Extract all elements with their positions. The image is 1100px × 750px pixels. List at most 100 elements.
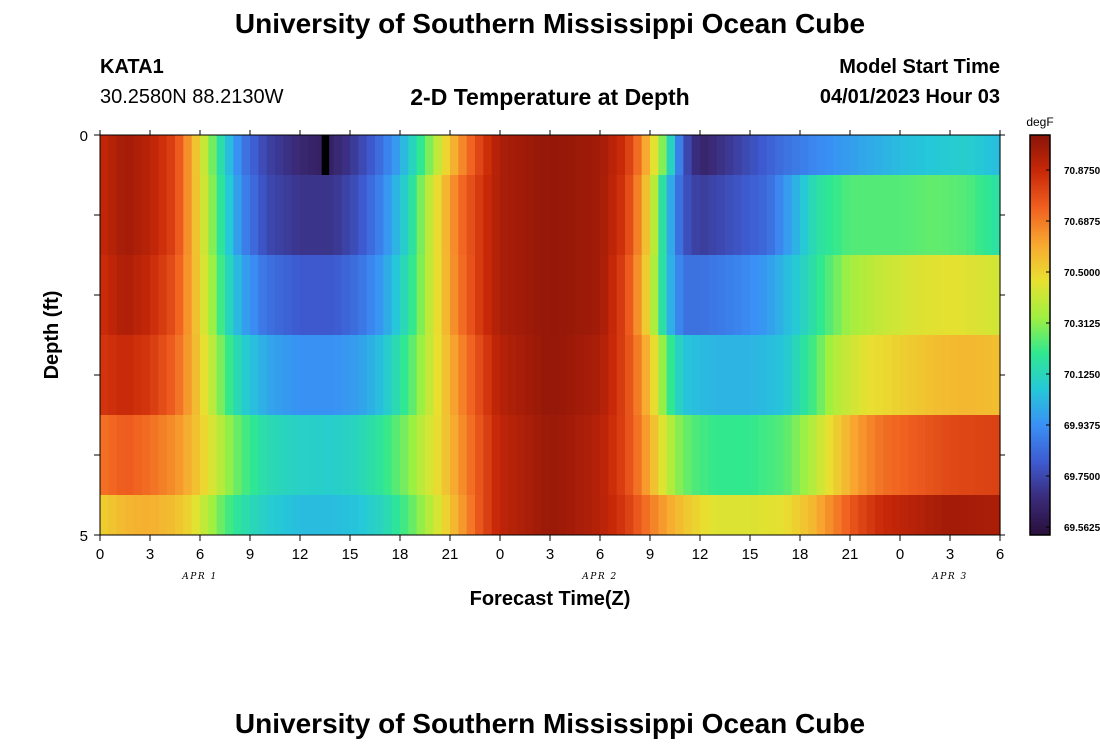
heatmap-cell [966,335,976,415]
heatmap-cell [583,175,593,255]
heatmap-cell [600,335,609,415]
heatmap-cell [783,495,793,535]
heatmap-cell [358,495,368,535]
heatmap-cell [966,495,976,535]
heatmap-cell [566,255,576,335]
footer-title: University of Southern Mississippi Ocean… [234,708,866,739]
heatmap-cell [266,255,276,335]
heatmap-cell [300,175,309,255]
heatmap-cell [366,495,376,535]
x-axis-label: Forecast Time(Z) [470,588,631,610]
heatmap-cell [625,135,634,175]
heatmap-cell [575,335,584,415]
heatmap-cell [741,175,751,255]
heatmap-cell [350,415,359,495]
x-tick-label: 18 [792,546,809,563]
heatmap-cell [650,495,659,535]
heatmap-cell [458,175,468,255]
heatmap-cell [850,335,859,415]
heatmap-cell [308,255,318,335]
x-tick-label: 3 [146,546,154,563]
heatmap-cell [900,175,909,255]
heatmap-cell [225,335,234,415]
heatmap-cell [150,415,159,495]
heatmap-cell [283,255,293,335]
heatmap-cell [775,135,784,175]
heatmap-cell [600,495,609,535]
x-tick-label: 21 [842,546,859,563]
heatmap-cell [316,495,326,535]
heatmap-cell [133,175,143,255]
heatmap-cell [750,335,759,415]
heatmap-cell [608,135,618,175]
heatmap-cell [883,255,893,335]
heatmap-cell [425,255,434,335]
heatmap-cell [341,415,351,495]
heatmap-cell [325,135,334,175]
heatmap-cell [308,175,318,255]
heatmap-cell [550,335,559,415]
heatmap-cell [441,335,451,415]
heatmap-cell [783,175,793,255]
heatmap-cell [791,495,801,535]
heatmap-cell [783,335,793,415]
heatmap-cell [233,495,243,535]
heatmap-cell [866,175,876,255]
heatmap-cell [591,175,601,255]
heatmap-cell [650,255,659,335]
heatmap-cell [516,495,526,535]
heatmap-cell [908,175,918,255]
heatmap-cell [383,495,393,535]
heatmap-cell [116,415,126,495]
heatmap-cell [983,175,993,255]
heatmap-cell [783,135,793,175]
heatmap-cell [658,255,668,335]
heatmap-cell [491,415,501,495]
heatmap-cell [558,335,568,415]
heatmap-cell [916,415,926,495]
heatmap-cell [541,135,551,175]
heatmap-cell [975,495,984,535]
heatmap-cell [791,415,801,495]
x-tick-label: 3 [946,546,954,563]
heatmap-cell [916,255,926,335]
x-tick-label: 6 [196,546,204,563]
heatmap-cell [825,255,834,335]
heatmap-cell [125,175,134,255]
heatmap-cell [533,175,543,255]
heatmap-cell [916,175,926,255]
heatmap-cell [116,175,126,255]
heatmap-cell [533,415,543,495]
heatmap-cell [116,135,126,175]
heatmap-cell [841,135,851,175]
heatmap-cell [175,135,184,175]
heatmap-cell [300,415,309,495]
heatmap-cell [241,255,251,335]
heatmap-cell [166,175,176,255]
heatmap-cell [400,335,409,415]
heatmap-cell [991,415,1001,495]
heatmap-cell [866,135,876,175]
heatmap-cell [891,415,901,495]
heatmap-cell [666,415,676,495]
colorbar-label: 70.1250 [1064,370,1100,381]
heatmap-cell [491,335,501,415]
heatmap-cell [333,255,343,335]
heatmap-cell [375,495,384,535]
heatmap-cell [325,335,334,415]
heatmap-cell [275,255,284,335]
heatmap-cell [875,495,884,535]
heatmap-cell [658,135,668,175]
heatmap-cell [858,135,868,175]
heatmap-cell [208,135,218,175]
heatmap-cell [883,415,893,495]
heatmap-cell [491,135,501,175]
heatmap-cell [483,255,493,335]
heatmap-cell [675,335,684,415]
heatmap-cell [350,175,359,255]
heatmap-cell [200,255,209,335]
heatmap-cell [266,415,276,495]
heatmap-cell [566,135,576,175]
heatmap-cell [125,495,134,535]
heatmap-cell [600,175,609,255]
